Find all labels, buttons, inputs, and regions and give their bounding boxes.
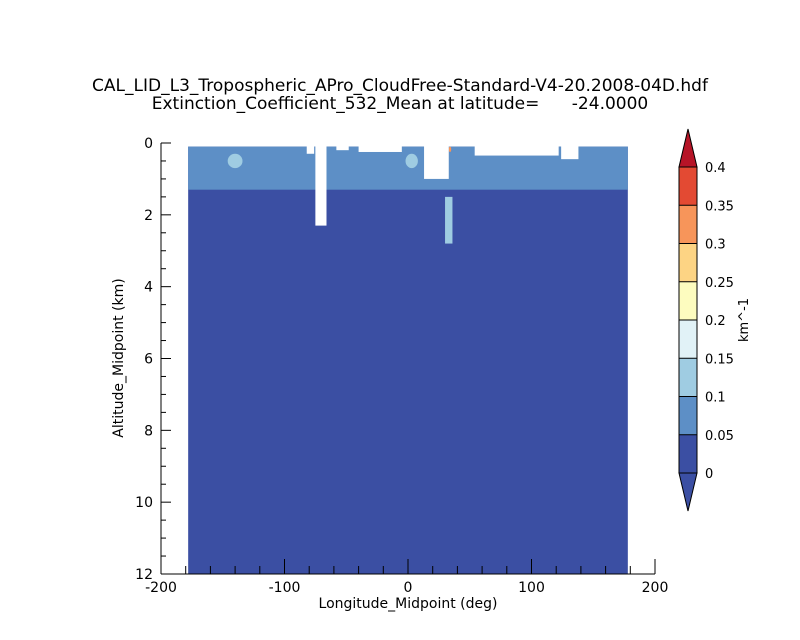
colorbar-tick-label: 0.1 xyxy=(705,391,726,406)
contour-region xyxy=(227,153,243,169)
colorbar-band xyxy=(679,243,697,282)
colorbar-band xyxy=(679,434,697,473)
missing-data-region xyxy=(336,143,349,151)
x-tick-label: -200 xyxy=(145,580,177,596)
missing-data-region xyxy=(424,143,449,179)
colorbar-extend-max xyxy=(678,128,698,168)
y-tick-label: 4 xyxy=(144,280,153,296)
colorbar-tick-label: 0.4 xyxy=(705,161,726,176)
colorbar-tick-label: 0.15 xyxy=(705,352,734,367)
colorbar-extend-min xyxy=(678,472,698,512)
colorbar-tick-label: 0.35 xyxy=(705,199,734,214)
colorbar-tick-label: 0.25 xyxy=(705,276,734,291)
y-tick-label: 2 xyxy=(144,208,153,224)
missing-data-region xyxy=(474,143,559,156)
plot-axes-layer: 0 2 4 6 8 10 12-200 -100 0 100 200 xyxy=(135,136,668,596)
colorbar-label: km^-1 xyxy=(737,298,752,342)
x-tick-label: 100 xyxy=(518,580,545,596)
missing-data-region xyxy=(315,143,327,226)
y-tick-label: 6 xyxy=(144,352,153,368)
y-tick-label: 12 xyxy=(135,567,153,583)
colorbar: 0 0.05 0.1 0.15 0.2 0.25 0.3 0.35 0.4 xyxy=(678,128,734,512)
x-tick-label: -100 xyxy=(269,580,301,596)
x-axis-label: Longitude_Midpoint (deg) xyxy=(319,596,498,612)
missing-data-region xyxy=(306,143,315,154)
colorbar-band xyxy=(679,320,697,359)
colorbar-tick-label: 0.2 xyxy=(705,314,726,329)
chart-title: CAL_LID_L3_Tropospheric_APro_CloudFree-S… xyxy=(92,76,708,96)
colorbar-tick-label: 0.05 xyxy=(705,429,734,444)
contour-region xyxy=(448,146,452,152)
contour-background-region xyxy=(188,146,628,574)
x-tick-label: 0 xyxy=(404,580,413,596)
colorbar-tick-label: 0 xyxy=(705,467,713,482)
missing-data-region xyxy=(561,143,579,160)
contour-region xyxy=(405,153,418,169)
colorbar-band xyxy=(679,396,697,435)
y-tick-label: 8 xyxy=(144,423,153,439)
contour-region xyxy=(445,196,453,244)
plot-fill-layer xyxy=(188,143,628,574)
y-tick-label: 10 xyxy=(135,495,153,511)
colorbar-band xyxy=(679,205,697,244)
colorbar-tick-label: 0.3 xyxy=(705,238,726,253)
y-axis-label: Altitude_Midpoint (km) xyxy=(111,278,127,437)
y-tick-label: 0 xyxy=(144,136,153,152)
colorbar-band xyxy=(679,167,697,206)
x-tick-label: 200 xyxy=(642,580,669,596)
colorbar-band xyxy=(679,358,697,397)
missing-data-region xyxy=(358,143,402,152)
chart-subtitle: Extinction_Coefficient_532_Mean at latit… xyxy=(151,94,649,114)
colorbar-band xyxy=(679,281,697,320)
